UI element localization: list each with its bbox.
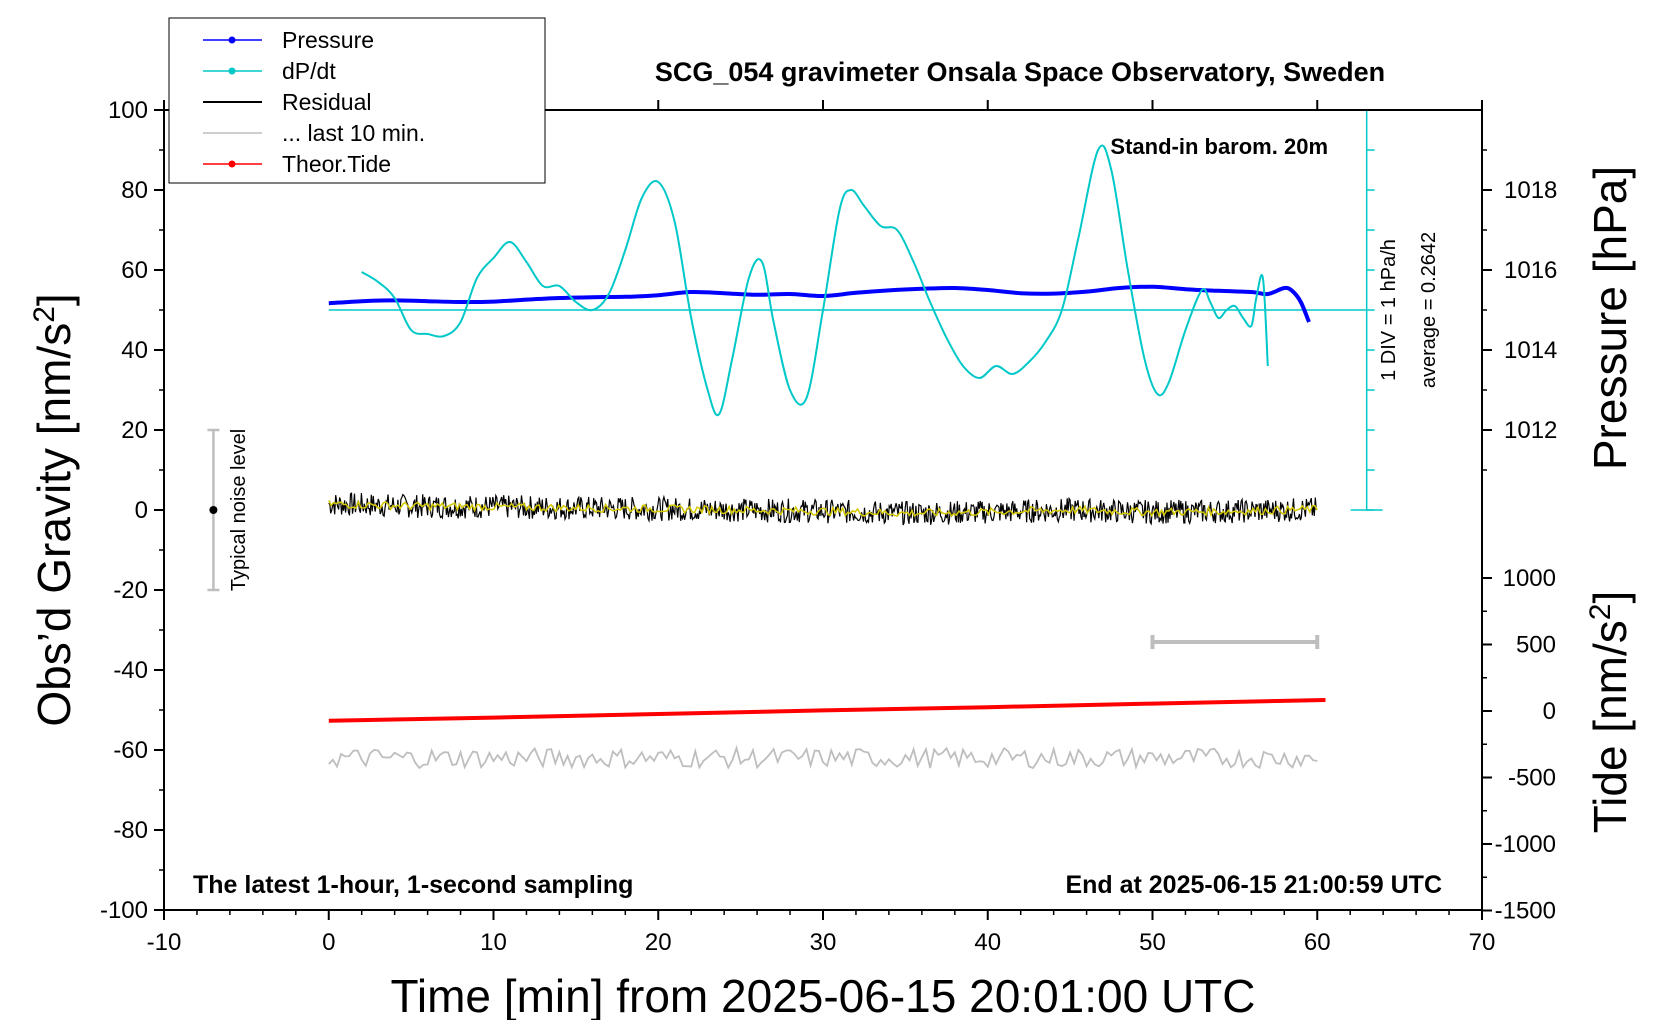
y-tick-label: 40 [121, 337, 148, 364]
y-axis-label-pressure: Pressure [hPa] [1584, 166, 1636, 470]
x-tick-label: 70 [1469, 929, 1496, 956]
x-tick-label: 60 [1304, 929, 1331, 956]
x-tick-label: -10 [147, 929, 182, 956]
noise-level-dot [209, 506, 218, 514]
y-tick-label: 0 [135, 497, 148, 524]
x-tick-label: 0 [322, 929, 335, 956]
tide-tick-label: -1000 [1495, 831, 1556, 858]
axes-layer: -10 0 10 20 30 40 50 60 70100806040200-20-40-60-… [100, 97, 1557, 956]
average-note: average = 0.2642 [1418, 232, 1440, 388]
residual-smoothed-line [328, 499, 1318, 518]
series-layer [207, 109, 1383, 771]
pressure-line [328, 284, 1311, 323]
y-tick-label: -60 [113, 737, 148, 764]
tide-tick-label: 0 [1543, 698, 1556, 725]
pressure-tick-label: 1014 [1504, 337, 1557, 364]
tide-line [328, 698, 1326, 723]
y-tick-label: 80 [121, 177, 148, 204]
y-tick-label: -100 [100, 897, 148, 924]
pressure-tick-label: 1016 [1504, 257, 1557, 284]
legend: Pressure dP/dt Residual ... last 10 min. The… [168, 17, 546, 184]
y-tick-label: 60 [121, 257, 148, 284]
sampling-note: The latest 1-hour, 1-second sampling [193, 871, 633, 899]
legend-label: ... last 10 min. [282, 120, 425, 146]
noise-trace-line [328, 744, 1318, 771]
legend-marker [228, 67, 236, 75]
pressure-tick-label: 1018 [1504, 177, 1557, 204]
scale-div-note: 1 DIV = 1 hPa/h [1378, 239, 1400, 381]
tide-tick-label: -1500 [1495, 898, 1556, 925]
barometer-note: Stand-in barom. 20m [1110, 134, 1328, 159]
legend-label: Pressure [282, 27, 374, 53]
x-tick-label: 10 [480, 929, 507, 956]
legend-marker [228, 36, 236, 44]
y-tick-label: 20 [121, 417, 148, 444]
pressure-tick-label: 1012 [1504, 417, 1557, 444]
y-axis-label-left-sup: 2 [28, 306, 61, 323]
dpdt-line [361, 144, 1269, 417]
x-axis-label: Time [min] from 2025-06-15 20:01:00 UTC [391, 970, 1256, 1020]
x-tick-label: 30 [810, 929, 837, 956]
legend-label: dP/dt [282, 58, 336, 84]
tide-tick-label: 500 [1516, 632, 1556, 659]
x-tick-label: 20 [645, 929, 672, 956]
end-time-note: End at 2025-06-15 21:00:59 UTC [1065, 871, 1442, 899]
y-tick-label: -20 [113, 577, 148, 604]
chart-title: SCG_054 gravimeter Onsala Space Observat… [655, 57, 1385, 87]
tide-tick-label: 1000 [1503, 565, 1556, 592]
y-tick-label: 100 [108, 97, 148, 124]
y-axis-label-left: Obs’d Gravity [nm/s2] [28, 293, 81, 726]
y-tick-label: -40 [113, 657, 148, 684]
x-tick-label: 50 [1139, 929, 1166, 956]
noise-level-label: Typical noise level [228, 429, 250, 591]
legend-marker [228, 160, 236, 168]
tide-tick-label: -500 [1508, 765, 1556, 792]
y-axis-label-tide-sup: 2 [1584, 604, 1617, 621]
y-axis-label-tide: Tide [nm/s2] [1584, 591, 1637, 834]
x-tick-label: 40 [974, 929, 1001, 956]
y-tick-label: -80 [113, 817, 148, 844]
legend-label: Residual [282, 89, 372, 115]
legend-box [168, 17, 546, 184]
legend-label: Theor.Tide [282, 151, 391, 177]
